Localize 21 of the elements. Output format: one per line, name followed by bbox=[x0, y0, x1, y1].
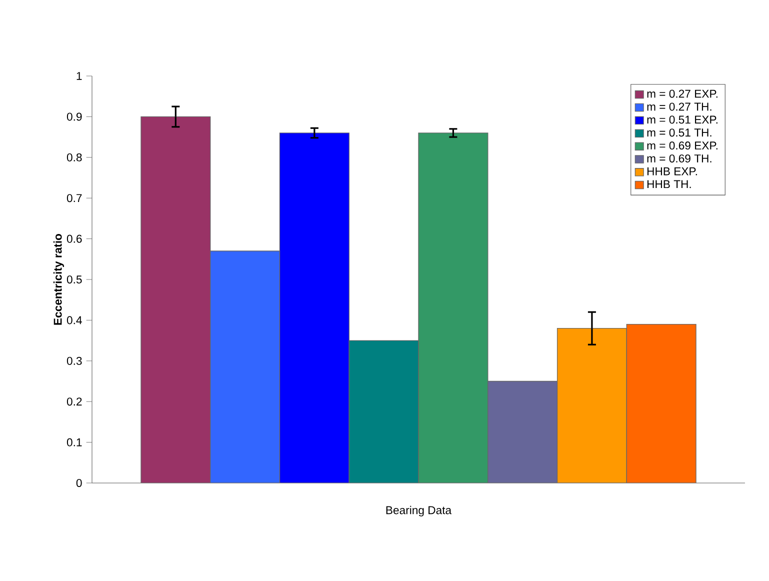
legend-label: m = 0.51 EXP. bbox=[647, 116, 718, 124]
y-tick-label: 0.5 bbox=[66, 275, 82, 284]
legend-label: HHB EXP. bbox=[647, 167, 697, 176]
legend-label: m = 0.69 EXP. bbox=[647, 142, 718, 150]
y-tick-label: 1 bbox=[76, 72, 82, 80]
legend-label: m = 0.51 TH. bbox=[647, 128, 712, 137]
y-axis-title: Eccentricity ratio bbox=[53, 234, 64, 325]
legend-label: HHB TH. bbox=[647, 180, 691, 188]
legend-label: m = 0.69 TH. bbox=[647, 154, 712, 162]
y-tick-label: 0 bbox=[76, 478, 82, 487]
y-tick-label: 0.1 bbox=[66, 438, 82, 446]
y-tick-label: 0.6 bbox=[66, 234, 82, 243]
y-tick-label: 0.9 bbox=[66, 112, 82, 121]
x-axis-title: Bearing Data bbox=[386, 506, 452, 516]
legend-label: m = 0.27 TH. bbox=[647, 102, 712, 111]
y-tick-label: 0.7 bbox=[66, 194, 82, 202]
y-tick-label: 0.4 bbox=[66, 316, 82, 324]
y-tick-label: 0.8 bbox=[66, 153, 82, 162]
y-tick-label: 0.3 bbox=[66, 356, 82, 365]
legend-label: m = 0.27 EXP. bbox=[647, 90, 718, 98]
y-tick-label: 0.2 bbox=[66, 398, 82, 406]
